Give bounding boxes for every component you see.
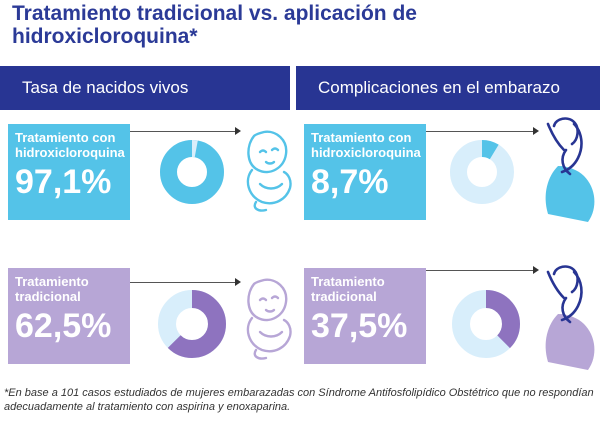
- baby-icon: [246, 130, 292, 212]
- card-label: Tratamiento tradicional: [311, 274, 385, 304]
- card-hcq-live-births: Tratamiento con hidroxicloroquina 97,1%: [8, 124, 130, 220]
- card-value: 62,5%: [15, 307, 112, 345]
- header-live-births: Tasa de nacidos vivos: [0, 66, 290, 110]
- donut-chart-bl: [158, 290, 226, 358]
- donut-chart-tr: [450, 140, 514, 204]
- card-hcq-complications: Tratamiento con hidroxicloroquina 8,7%: [304, 124, 426, 220]
- donut-value: [452, 290, 520, 358]
- card-value: 97,1%: [15, 163, 112, 201]
- card-value: 37,5%: [311, 307, 408, 345]
- donut-value: [160, 140, 224, 204]
- connector-line: [426, 131, 533, 132]
- baby-icon: [246, 278, 292, 360]
- card-label: Tratamiento con hidroxicloroquina: [311, 130, 421, 160]
- card-traditional-live-births: Tratamiento tradicional 62,5%: [8, 268, 130, 364]
- connector-line: [130, 282, 235, 283]
- page-title: Tratamiento tradicional vs. aplicación d…: [12, 2, 417, 48]
- card-label: Tratamiento con hidroxicloroquina: [15, 130, 125, 160]
- donut-value: [158, 290, 226, 358]
- connector-line: [426, 270, 533, 271]
- arrow-icon: [235, 278, 241, 286]
- arrow-icon: [533, 266, 539, 274]
- footnote: *En base a 101 casos estudiados de mujer…: [4, 387, 594, 413]
- connector-line: [130, 131, 235, 132]
- pregnant-woman-icon: [545, 117, 595, 222]
- donut-chart-tl: [160, 140, 224, 204]
- card-label: Tratamiento tradicional: [15, 274, 89, 304]
- card-traditional-complications: Tratamiento tradicional 37,5%: [304, 268, 426, 364]
- arrow-icon: [235, 127, 241, 135]
- donut-value: [450, 140, 514, 204]
- card-value: 8,7%: [311, 163, 389, 201]
- header-complications: Complicaciones en el embarazo: [296, 66, 600, 110]
- arrow-icon: [533, 127, 539, 135]
- pregnant-woman-icon: [545, 265, 595, 370]
- donut-chart-br: [452, 290, 520, 358]
